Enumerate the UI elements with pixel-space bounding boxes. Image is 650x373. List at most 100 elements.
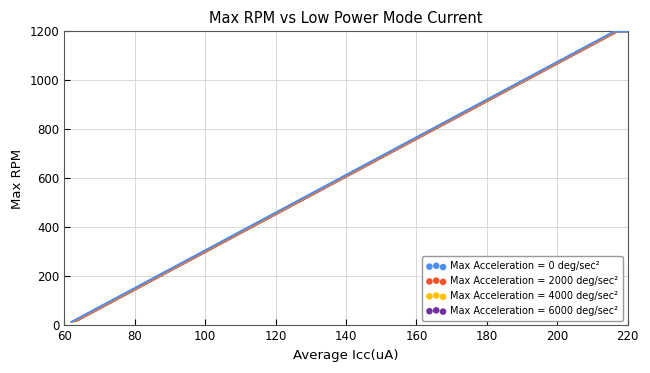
Max Acceleration = 2000 deg/sec² <box>205 245 216 251</box>
Max Acceleration = 4000 deg/sec² <box>128 287 138 293</box>
Max Acceleration = 6000 deg/sec² <box>385 150 395 156</box>
Max Acceleration = 4000 deg/sec² <box>419 131 429 137</box>
Max Acceleration = 2000 deg/sec² <box>111 295 122 301</box>
Max Acceleration = 0 deg/sec² <box>231 231 241 237</box>
Max Acceleration = 2000 deg/sec² <box>369 157 380 163</box>
Max Acceleration = 2000 deg/sec² <box>613 28 623 34</box>
Max Acceleration = 2000 deg/sec² <box>307 191 317 197</box>
Max Acceleration = 6000 deg/sec² <box>588 41 599 47</box>
Max Acceleration = 2000 deg/sec² <box>447 116 458 122</box>
Max Acceleration = 6000 deg/sec² <box>136 283 147 289</box>
Max Acceleration = 6000 deg/sec² <box>77 315 87 321</box>
Max Acceleration = 2000 deg/sec² <box>166 266 177 272</box>
Max Acceleration = 6000 deg/sec² <box>352 168 362 174</box>
Max Acceleration = 2000 deg/sec² <box>437 121 448 127</box>
Max Acceleration = 4000 deg/sec² <box>556 58 566 64</box>
Max Acceleration = 4000 deg/sec² <box>157 272 167 278</box>
Max Acceleration = 4000 deg/sec² <box>387 148 397 154</box>
Max Acceleration = 6000 deg/sec² <box>133 285 144 291</box>
Max Acceleration = 2000 deg/sec² <box>202 247 212 253</box>
Max Acceleration = 4000 deg/sec² <box>439 120 450 126</box>
Max Acceleration = 4000 deg/sec² <box>211 243 222 249</box>
Max Acceleration = 4000 deg/sec² <box>103 301 113 307</box>
Max Acceleration = 4000 deg/sec² <box>196 251 206 257</box>
Max Acceleration = 2000 deg/sec² <box>499 88 509 94</box>
Max Acceleration = 6000 deg/sec² <box>313 189 324 195</box>
Max Acceleration = 4000 deg/sec² <box>456 112 467 117</box>
Max Acceleration = 0 deg/sec² <box>185 256 195 261</box>
Max Acceleration = 0 deg/sec² <box>326 180 336 186</box>
Max Acceleration = 2000 deg/sec² <box>211 242 222 248</box>
Max Acceleration = 6000 deg/sec² <box>207 245 217 251</box>
Max Acceleration = 0 deg/sec² <box>299 194 309 200</box>
Max Acceleration = 2000 deg/sec² <box>82 311 92 317</box>
Max Acceleration = 0 deg/sec² <box>523 74 534 80</box>
Max Acceleration = 2000 deg/sec² <box>279 206 289 211</box>
Max Acceleration = 2000 deg/sec² <box>72 316 83 322</box>
Max Acceleration = 6000 deg/sec² <box>363 162 373 168</box>
Max Acceleration = 2000 deg/sec² <box>84 310 95 316</box>
Max Acceleration = 4000 deg/sec² <box>339 175 349 181</box>
Max Acceleration = 2000 deg/sec² <box>457 110 467 116</box>
Max Acceleration = 0 deg/sec² <box>494 90 504 96</box>
Max Acceleration = 4000 deg/sec² <box>154 273 164 279</box>
Max Acceleration = 0 deg/sec² <box>454 112 464 117</box>
Max Acceleration = 2000 deg/sec² <box>403 140 413 145</box>
Max Acceleration = 6000 deg/sec² <box>161 270 172 276</box>
Max Acceleration = 4000 deg/sec² <box>114 295 124 301</box>
Max Acceleration = 4000 deg/sec² <box>214 241 224 247</box>
Max Acceleration = 4000 deg/sec² <box>77 314 87 320</box>
Max Acceleration = 0 deg/sec² <box>204 245 214 251</box>
Max Acceleration = 2000 deg/sec² <box>77 313 88 319</box>
Max Acceleration = 0 deg/sec² <box>300 194 311 200</box>
Max Acceleration = 4000 deg/sec² <box>88 309 98 315</box>
Max Acceleration = 4000 deg/sec² <box>109 298 119 304</box>
Max Acceleration = 4000 deg/sec² <box>111 296 122 302</box>
Max Acceleration = 0 deg/sec² <box>159 269 170 275</box>
Max Acceleration = 4000 deg/sec² <box>177 260 188 266</box>
Max Acceleration = 0 deg/sec² <box>283 203 294 209</box>
Max Acceleration = 4000 deg/sec² <box>553 59 564 65</box>
Max Acceleration = 6000 deg/sec² <box>564 54 575 60</box>
Max Acceleration = 2000 deg/sec² <box>389 147 399 153</box>
Max Acceleration = 2000 deg/sec² <box>526 73 537 79</box>
Max Acceleration = 6000 deg/sec² <box>295 198 306 204</box>
Max Acceleration = 6000 deg/sec² <box>78 314 88 320</box>
Max Acceleration = 0 deg/sec² <box>461 108 471 114</box>
Max Acceleration = 0 deg/sec² <box>96 303 106 309</box>
Max Acceleration = 6000 deg/sec² <box>354 166 365 172</box>
Max Acceleration = 6000 deg/sec² <box>523 76 534 82</box>
Max Acceleration = 4000 deg/sec² <box>447 117 457 123</box>
Max Acceleration = 4000 deg/sec² <box>487 95 497 101</box>
Max Acceleration = 0 deg/sec² <box>87 308 98 314</box>
Max Acceleration = 0 deg/sec² <box>355 164 365 170</box>
Max Acceleration = 2000 deg/sec² <box>358 163 369 169</box>
Max Acceleration = 2000 deg/sec² <box>489 93 499 99</box>
Max Acceleration = 6000 deg/sec² <box>288 202 298 208</box>
Max Acceleration = 0 deg/sec² <box>483 96 493 102</box>
Max Acceleration = 4000 deg/sec² <box>362 162 372 168</box>
Max Acceleration = 4000 deg/sec² <box>473 103 483 109</box>
Max Acceleration = 6000 deg/sec² <box>262 216 272 222</box>
Max Acceleration = 0 deg/sec² <box>530 70 541 76</box>
Max Acceleration = 0 deg/sec² <box>69 317 79 323</box>
Max Acceleration = 0 deg/sec² <box>522 75 532 81</box>
Max Acceleration = 6000 deg/sec² <box>446 117 456 123</box>
Max Acceleration = 6000 deg/sec² <box>457 112 467 118</box>
Max Acceleration = 0 deg/sec² <box>291 199 301 205</box>
Max Acceleration = 6000 deg/sec² <box>216 240 227 246</box>
Max Acceleration = 6000 deg/sec² <box>358 165 368 171</box>
Max Acceleration = 2000 deg/sec² <box>154 273 164 279</box>
Max Acceleration = 6000 deg/sec² <box>563 55 573 61</box>
Max Acceleration = 0 deg/sec² <box>578 45 588 51</box>
Max Acceleration = 0 deg/sec² <box>165 266 176 272</box>
Max Acceleration = 4000 deg/sec² <box>175 262 185 268</box>
Max Acceleration = 0 deg/sec² <box>451 113 462 119</box>
Max Acceleration = 2000 deg/sec² <box>521 76 532 82</box>
Max Acceleration = 4000 deg/sec² <box>261 216 271 222</box>
Max Acceleration = 2000 deg/sec² <box>243 225 254 231</box>
Max Acceleration = 2000 deg/sec² <box>188 254 199 260</box>
Max Acceleration = 6000 deg/sec² <box>451 115 462 120</box>
Max Acceleration = 0 deg/sec² <box>422 129 432 135</box>
Max Acceleration = 6000 deg/sec² <box>556 59 567 65</box>
